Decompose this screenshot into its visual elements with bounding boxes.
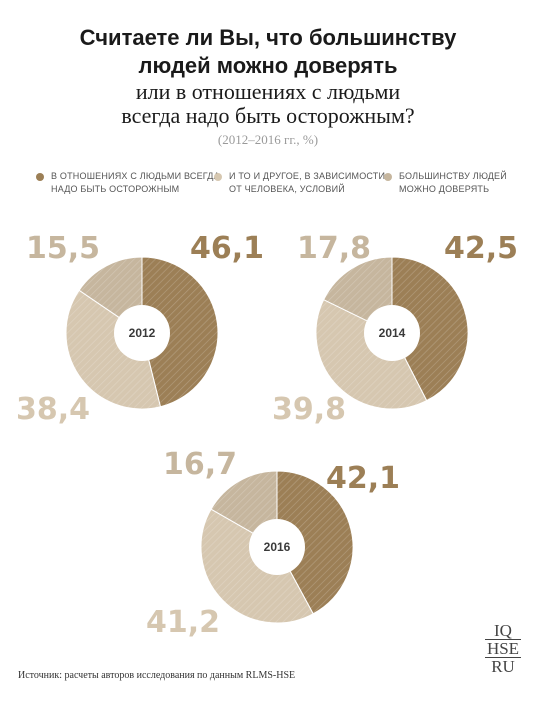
value-2012-trust: 15,5 xyxy=(26,231,101,266)
legend: В ОТНОШЕНИЯХ С ЛЮДЬМИ ВСЕГДА НАДО БЫТЬ ОС… xyxy=(0,170,536,200)
title-line-2: людей можно доверять xyxy=(138,53,398,78)
title-line-1: Считаете ли Вы, что большинству xyxy=(79,25,457,50)
legend-item-cautious: В ОТНОШЕНИЯХ С ЛЮДЬМИ ВСЕГДА НАДО БЫТЬ ОС… xyxy=(36,170,220,196)
value-2014-cautious: 42,5 xyxy=(444,231,519,266)
value-2014-trust: 17,8 xyxy=(297,231,372,266)
slice-texture-2012-depends xyxy=(66,290,161,409)
title-line-4: всегда надо быть осторожным? xyxy=(121,103,415,128)
legend-swatch-depends xyxy=(214,173,222,181)
donut-chart-2012: 2012 xyxy=(65,256,219,410)
legend-item-depends: И ТО И ДРУГОЕ, В ЗАВИСИМОСТИ ОТ ЧЕЛОВЕКА,… xyxy=(214,170,385,196)
slice-texture-2014-cautious xyxy=(392,257,468,401)
title-line-3: или в отношениях с людьми xyxy=(135,79,401,104)
value-2014-depends: 39,8 xyxy=(272,392,347,427)
donut-chart-2016: 2016 xyxy=(200,470,354,624)
value-2012-cautious: 46,1 xyxy=(190,231,265,266)
value-2012-depends: 38,4 xyxy=(16,392,91,427)
donut-hole-2014 xyxy=(364,305,420,361)
iq-hse-logo: IQ HSE RU xyxy=(485,621,521,676)
donut-hole-2012 xyxy=(114,305,170,361)
donut-year-label-2016: 2016 xyxy=(264,540,291,554)
chart-subtitle: (2012–2016 гг., %) xyxy=(217,132,319,147)
legend-item-trust: БОЛЬШИНСТВУ ЛЮДЕЙ МОЖНО ДОВЕРЯТЬ xyxy=(384,170,507,196)
donut-year-label-2014: 2014 xyxy=(379,326,406,340)
value-2016-cautious: 42,1 xyxy=(326,461,401,496)
slice-texture-2014-depends xyxy=(316,299,427,409)
slice-texture-2012-cautious xyxy=(142,257,218,407)
donut-chart-2014: 2014 xyxy=(315,256,469,410)
legend-swatch-trust xyxy=(384,173,392,181)
value-2016-trust: 16,7 xyxy=(163,447,238,482)
donut-year-label-2012: 2012 xyxy=(129,326,156,340)
slice-texture-2016-cautious xyxy=(277,471,353,614)
donut-hole-2016 xyxy=(249,519,305,575)
value-2016-depends: 41,2 xyxy=(146,605,221,640)
legend-swatch-cautious xyxy=(36,173,44,181)
source-note: Источник: расчеты авторов исследования п… xyxy=(18,670,296,681)
chart-title: Считаете ли Вы, что большинству людей мо… xyxy=(0,24,536,150)
